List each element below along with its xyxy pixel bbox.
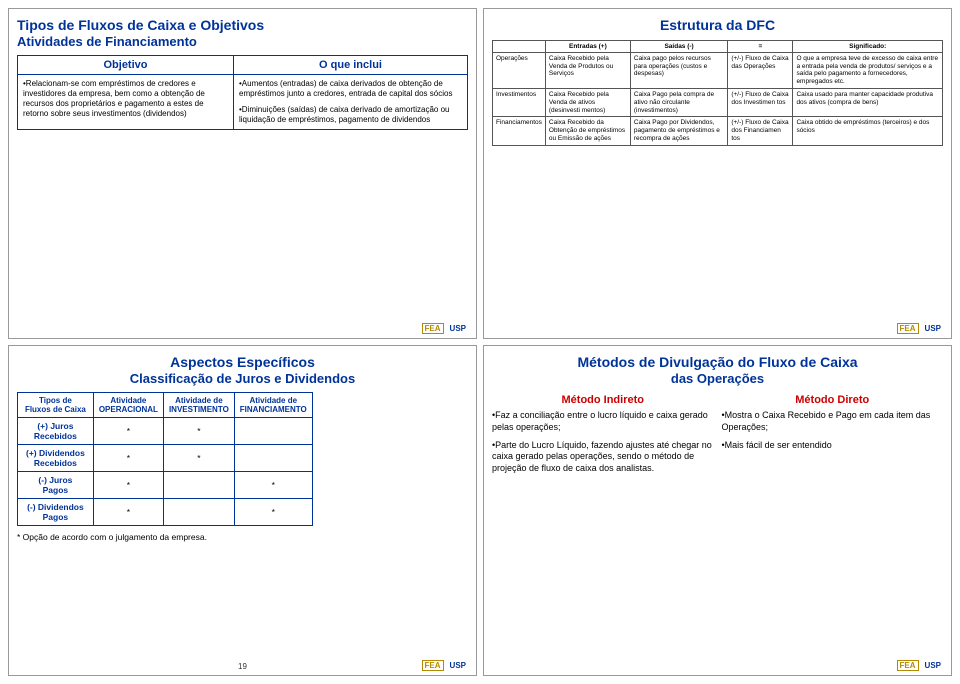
dfc-r1-label: Investimentos (493, 88, 546, 116)
dfc-h2: Saídas (-) (630, 40, 727, 52)
method1-p2: •Parte do Lucro Líquido, fazendo ajustes… (492, 440, 714, 475)
asp-r3-c0: * (93, 499, 163, 526)
dfc-table: Entradas (+) Saídas (-) = Significado: O… (492, 40, 943, 146)
method-indireto: Método Indireto •Faz a conciliação entre… (492, 394, 714, 480)
dfc-h0 (493, 40, 546, 52)
method2-title: Método Direto (722, 394, 944, 406)
dfc-h3: = (728, 40, 793, 52)
panel3-title: Aspectos Específicos Classificação de Ju… (17, 354, 468, 386)
usp-logo: USP (450, 661, 466, 670)
asp-r1-c2 (234, 445, 312, 472)
asp-r2-c1 (163, 472, 234, 499)
usp-logo: USP (450, 324, 466, 333)
dfc-r2-sig: Caixa obtido de empréstimos (terceiros) … (793, 117, 943, 145)
asp-r0-label: (+) Juros Recebidos (18, 418, 94, 445)
fea-logo: FEA (897, 323, 919, 334)
panel-dfc-structure: Estrutura da DFC Entradas (+) Saídas (-)… (483, 8, 952, 339)
logos: FEA USP (897, 660, 941, 671)
asp-r3-label: (-) Dividendos Pagos (18, 499, 94, 526)
dfc-r0-ent: Caixa Recebido pela Venda de Produtos ou… (545, 52, 630, 88)
dfc-h1: Entradas (+) (545, 40, 630, 52)
asp-h3: Atividade de FINANCIAMENTO (234, 393, 312, 418)
dfc-r0-label: Operações (493, 52, 546, 88)
panel1-title: Tipos de Fluxos de Caixa e Objetivos Ati… (17, 17, 468, 49)
panel-financing-activities: Tipos de Fluxos de Caixa e Objetivos Ati… (8, 8, 477, 339)
asp-r2-label: (-) Juros Pagos (18, 472, 94, 499)
asp-h0: Tipos de Fluxos de Caixa (18, 393, 94, 418)
panel4-title-line1: Métodos de Divulgação do Fluxo de Caixa (577, 354, 857, 370)
dfc-r1-sig: Caixa usado para manter capacidade produ… (793, 88, 943, 116)
fea-logo: FEA (422, 660, 444, 671)
col1-body: •Relacionam-se com empréstimos de credor… (18, 75, 234, 130)
dfc-r2-label: Financiamentos (493, 117, 546, 145)
panel1-title-line2: Atividades de Financiamento (17, 34, 468, 50)
method2-p1: •Mostra o Caixa Recebido e Pago em cada … (722, 410, 944, 433)
dfc-header-row: Entradas (+) Saídas (-) = Significado: (493, 40, 943, 52)
asp-r2-c2: * (234, 472, 312, 499)
panel1-title-line1: Tipos de Fluxos de Caixa e Objetivos (17, 17, 264, 33)
dfc-r2-ent: Caixa Recebido da Obtenção de empréstimo… (545, 117, 630, 145)
panel4-title: Métodos de Divulgação do Fluxo de Caixa … (492, 354, 943, 386)
asp-r0-c0: * (93, 418, 163, 445)
asp-row-3: (-) Dividendos Pagos * * (18, 499, 313, 526)
fea-logo: FEA (422, 323, 444, 334)
dfc-r2-sai: Caixa Pago por Dividendos, pagamento de … (630, 117, 727, 145)
method1-p1: •Faz a conciliação entre o lucro líquido… (492, 410, 714, 433)
dfc-row-financiamentos: Financiamentos Caixa Recebido da Obtençã… (493, 117, 943, 145)
dfc-r2-eq: (+/-) Fluxo de Caixa dos Financiamen tos (728, 117, 793, 145)
dfc-r0-sig: O que a empresa teve de excesso de caixa… (793, 52, 943, 88)
method-direto: Método Direto •Mostra o Caixa Recebido e… (722, 394, 944, 480)
dfc-row-operacoes: Operações Caixa Recebido pela Venda de P… (493, 52, 943, 88)
fea-logo: FEA (897, 660, 919, 671)
dfc-r0-eq: (+/-) Fluxo de Caixa das Operações (728, 52, 793, 88)
asp-r0-c2 (234, 418, 312, 445)
panel4-title-line2: das Operações (492, 371, 943, 387)
footnote: * Opção de acordo com o julgamento da em… (17, 532, 468, 542)
logos: FEA USP (422, 660, 466, 671)
usp-logo: USP (925, 324, 941, 333)
panel2-title: Estrutura da DFC (492, 17, 943, 34)
logos: FEA USP (422, 323, 466, 334)
method1-title: Método Indireto (492, 394, 714, 406)
asp-h2: Atividade de INVESTIMENTO (163, 393, 234, 418)
asp-r3-c1 (163, 499, 234, 526)
dfc-row-investimentos: Investimentos Caixa Recebido pela Venda … (493, 88, 943, 116)
usp-logo: USP (925, 661, 941, 670)
asp-r1-c0: * (93, 445, 163, 472)
dfc-r1-sai: Caixa Pago pela compra de ativo não circ… (630, 88, 727, 116)
logos: FEA USP (897, 323, 941, 334)
asp-r1-c1: * (163, 445, 234, 472)
col2-body-1: •Aumentos (entradas) de caixa derivados … (239, 79, 462, 99)
col1-header: Objetivo (18, 56, 234, 75)
panel3-title-line2: Classificação de Juros e Dividendos (17, 371, 468, 387)
dfc-r1-eq: (+/-) Fluxo de Caixa dos Investimen tos (728, 88, 793, 116)
dfc-h4: Significado: (793, 40, 943, 52)
methods-grid: Método Indireto •Faz a conciliação entre… (492, 394, 943, 480)
panel-juros-dividendos: Aspectos Específicos Classificação de Ju… (8, 345, 477, 676)
asp-h1: Atividade OPERACIONAL (93, 393, 163, 418)
asp-r0-c1: * (163, 418, 234, 445)
method2-p2: •Mais fácil de ser entendido (722, 440, 944, 452)
panel3-title-line1: Aspectos Específicos (170, 354, 315, 370)
asp-row-2: (-) Juros Pagos * * (18, 472, 313, 499)
asp-r2-c0: * (93, 472, 163, 499)
asp-r3-c2: * (234, 499, 312, 526)
page-number: 19 (238, 662, 247, 671)
objective-table: Objetivo O que inclui •Relacionam-se com… (17, 55, 468, 130)
asp-row-1: (+) Dividendos Recebidos * * (18, 445, 313, 472)
col2-body: •Aumentos (entradas) de caixa derivados … (234, 75, 468, 130)
asp-r1-label: (+) Dividendos Recebidos (18, 445, 94, 472)
asp-row-0: (+) Juros Recebidos * * (18, 418, 313, 445)
col2-body-2: •Diminuições (saídas) de caixa derivado … (239, 105, 462, 125)
dfc-r1-ent: Caixa Recebido pela Venda de ativos (des… (545, 88, 630, 116)
panel-methods: Métodos de Divulgação do Fluxo de Caixa … (483, 345, 952, 676)
dfc-r0-sai: Caixa pago pelos recursos para operações… (630, 52, 727, 88)
aspectos-table: Tipos de Fluxos de Caixa Atividade OPERA… (17, 392, 313, 526)
col2-header: O que inclui (234, 56, 468, 75)
